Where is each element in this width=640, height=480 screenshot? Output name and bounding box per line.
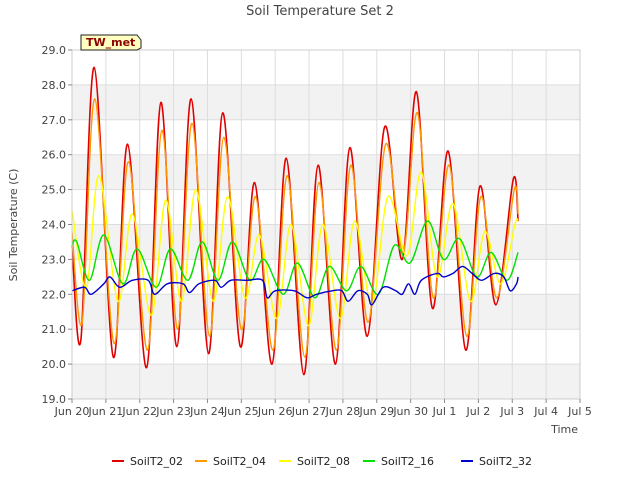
y-axis-label: Soil Temperature (C) [7,169,20,282]
legend-item-soilt2_16: SoilT2_16 [363,455,434,468]
legend-label: SoilT2_16 [381,455,434,468]
y-tick-label: 25.0 [42,184,67,197]
x-tick-label: Jul 2 [466,405,491,418]
legend-item-soilt2_04: SoilT2_04 [195,455,266,468]
x-tick-label: Jun 23 [155,405,191,418]
series-line-soilt2_08 [71,171,519,327]
x-tick-label: Jun 21 [88,405,124,418]
chart-title: Soil Temperature Set 2 [246,4,394,19]
x-axis-label: Time [550,423,578,436]
y-tick-label: 22.0 [42,288,67,301]
x-tick-label: Jun 30 [392,405,428,418]
plot-band [72,84,580,120]
plot-band [72,364,580,399]
y-tick-label: 24.0 [42,219,67,232]
x-tick-label: Jun 27 [291,405,327,418]
y-tick-label: 21.0 [42,323,67,336]
x-tick-label: Jun 20 [54,405,90,418]
station-badge-label: TW_met [86,36,135,49]
legend-item-soilt2_02: SoilT2_02 [112,455,183,468]
y-tick-label: 29.0 [42,44,67,57]
y-tick-label: 26.0 [42,149,67,162]
x-tick-label: Jun 29 [358,405,394,418]
x-tick-label: Jun 28 [325,405,361,418]
plot-band [72,294,580,330]
legend-label: SoilT2_32 [479,455,532,468]
x-axis-ticks: Jun 20 Jun 21 Jun 22 Jun 23 Jun 24 Jun 25 Jun … [54,399,592,418]
legend-label: SoilT2_08 [297,455,350,468]
legend-label: SoilT2_04 [213,455,266,468]
y-tick-label: 28.0 [42,79,67,92]
x-tick-label: Jul 3 [499,405,524,418]
x-tick-label: Jul 1 [432,405,457,418]
legend-item-soilt2_08: SoilT2_08 [279,455,350,468]
station-badge: TW_met [80,34,142,51]
series-line-soilt2_16 [71,220,519,299]
legend-item-soilt2_32: SoilT2_32 [461,455,532,468]
y-tick-label: 19.0 [42,393,67,406]
y-tick-label: 20.0 [42,358,67,371]
y-axis-ticks: 19.0 20.0 21.0 22.0 23.0 24.0 25.0 26.0 27.0 28.0… [42,44,72,406]
x-tick-label: Jun 25 [223,405,259,418]
plot-band [72,154,580,190]
series-line-soilt2_04 [71,98,519,358]
legend-label: SoilT2_02 [130,455,183,468]
x-tick-label: Jun 22 [121,405,157,418]
x-tick-label: Jul 4 [533,405,558,418]
y-tick-label: 27.0 [42,114,67,127]
y-tick-label: 23.0 [42,253,67,266]
series-line-soilt2_32 [71,265,519,306]
x-tick-label: Jul 5 [567,405,592,418]
legend: SoilT2_02 SoilT2_04 SoilT2_08 SoilT2_16 Soil… [112,455,532,468]
x-tick-label: Jun 24 [189,405,225,418]
x-tick-label: Jun 26 [257,405,293,418]
series-lines [71,66,519,376]
